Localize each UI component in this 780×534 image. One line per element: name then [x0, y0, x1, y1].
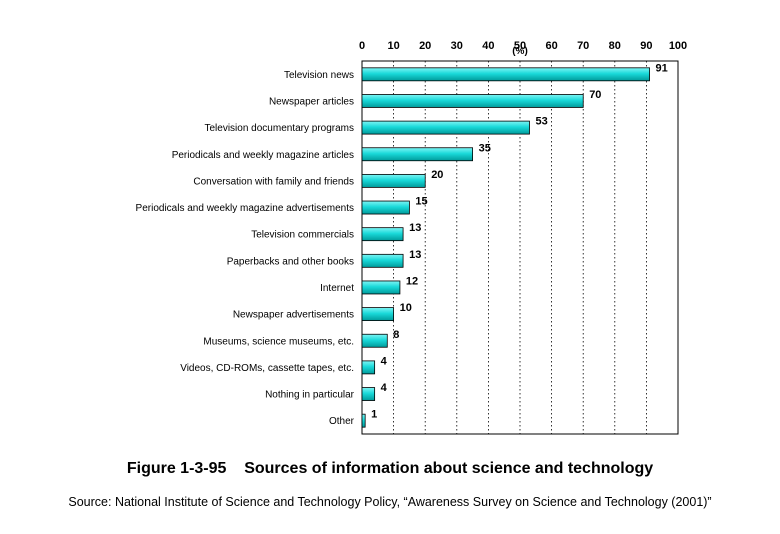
x-tick-label: 40	[482, 40, 494, 52]
bar	[361, 413, 366, 428]
data-label: 10	[400, 302, 412, 314]
x-tick-label: 30	[451, 40, 463, 52]
category-label: Television commercials	[251, 230, 354, 241]
category-label: Museums, science museums, etc.	[203, 336, 354, 347]
x-tick-label: 50	[514, 40, 526, 52]
category-label: Periodicals and weekly magazine articles	[172, 150, 354, 161]
category-label: Television news	[284, 70, 354, 81]
category-label: Newspaper advertisements	[233, 310, 354, 321]
bar	[361, 67, 650, 82]
x-tick-label: 10	[387, 40, 399, 52]
data-label: 20	[431, 169, 443, 181]
bar	[361, 200, 410, 215]
data-label: 4	[381, 355, 388, 367]
bar	[361, 147, 473, 162]
category-label: Videos, CD-ROMs, cassette tapes, etc.	[180, 363, 354, 374]
bar	[361, 120, 530, 135]
data-label: 1	[371, 409, 377, 421]
bar	[361, 360, 376, 375]
bar	[361, 307, 395, 322]
category-label: Nothing in particular	[265, 390, 355, 401]
figure-title: Figure 1-3-95 Sources of information abo…	[126, 460, 654, 477]
data-label: 13	[409, 249, 421, 261]
category-label: Other	[329, 416, 355, 427]
bar	[361, 227, 404, 242]
data-label: 35	[479, 142, 491, 154]
x-tick-label: 100	[669, 40, 687, 52]
category-label: Internet	[320, 283, 354, 294]
x-tick-label: 60	[545, 40, 557, 52]
bars: Television news 91 Newspaper articles 70 Tel…	[136, 62, 668, 428]
figure-source: Source: National Institute of Science an…	[68, 495, 712, 509]
bar	[361, 173, 426, 188]
bar	[361, 387, 376, 401]
x-tick-label: 90	[640, 40, 652, 52]
category-label: Periodicals and weekly magazine advertis…	[136, 203, 354, 214]
x-tick-label: 20	[419, 40, 431, 52]
unit-label: (%)	[512, 46, 528, 57]
data-label: 13	[409, 222, 421, 234]
category-label: Conversation with family and friends	[193, 176, 354, 187]
data-label: 53	[535, 116, 547, 128]
category-label: Newspaper articles	[269, 96, 354, 107]
data-label: 70	[589, 89, 601, 101]
x-axis-ticks: 0 10 20 30 40 50 60 70 80 90 100	[359, 40, 687, 52]
bar	[361, 253, 404, 268]
bar	[361, 333, 388, 348]
data-label: 8	[393, 329, 399, 341]
x-tick-label: 0	[359, 40, 365, 52]
bar	[361, 280, 401, 295]
data-label: 4	[381, 382, 388, 394]
x-tick-label: 80	[609, 40, 621, 52]
data-label: 12	[406, 275, 418, 287]
x-tick-label: 70	[577, 40, 589, 52]
category-label: Television documentary programs	[204, 123, 354, 134]
category-label: Paperbacks and other books	[227, 256, 354, 267]
data-label: 91	[656, 62, 668, 74]
bar	[361, 94, 584, 108]
data-label: 15	[415, 196, 427, 208]
